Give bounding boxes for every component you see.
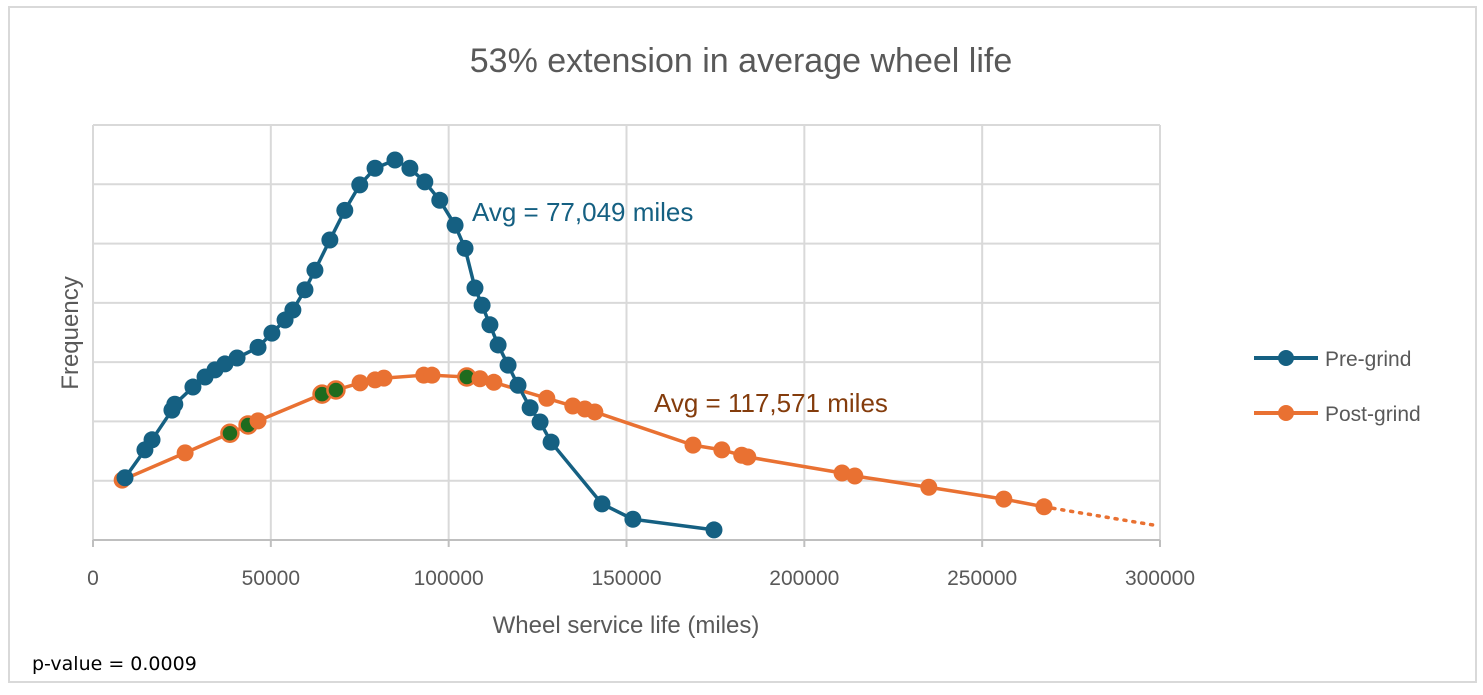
data-point [263,324,281,342]
data-point [542,433,560,451]
series-pre-grind [116,151,723,539]
data-point [489,336,507,354]
data-point [846,467,864,485]
x-tick-label: 100000 [414,567,484,590]
data-point [143,431,161,449]
annotation-pre-grind-avg: Avg = 77,049 miles [472,197,693,227]
trendline-extension-post-grind [1042,505,1160,528]
x-tick-label: 150000 [591,567,661,590]
data-point [184,378,202,396]
legend-item-pre-grind: Pre-grind [1254,348,1411,371]
legend-label-post-grind: Post-grind [1325,403,1421,426]
data-point [624,510,642,528]
data-point [456,239,474,257]
series-line-post-grind [121,373,1045,509]
data-point [705,521,723,539]
data-point [920,478,938,496]
p-value-footnote: p-value = 0.0009 [32,653,197,675]
annotation-post-grind-avg: Avg = 117,571 miles [654,388,888,418]
highlighted-data-point [220,423,240,444]
data-point [296,281,314,299]
data-point [473,296,491,314]
axes [92,125,1161,547]
data-point [166,395,184,413]
x-axis-title: Wheel service life (miles) [493,612,760,639]
data-point [485,373,503,391]
data-point [466,279,484,297]
legend-marker-post-grind [1278,405,1294,421]
data-point [446,216,464,234]
legend-label-pre-grind: Pre-grind [1325,348,1411,371]
legend: Pre-grind Post-grind [1254,348,1421,426]
highlighted-data-point [326,380,346,400]
data-point [249,412,267,430]
data-point [471,370,489,388]
data-point [228,349,246,367]
data-point [176,444,194,462]
data-point [423,366,441,384]
data-point [509,376,527,394]
legend-marker-pre-grind [1278,350,1294,366]
data-point [351,176,369,194]
data-point [401,159,419,177]
x-tick-label: 300000 [1125,567,1195,590]
x-tick-label: 250000 [947,567,1017,590]
data-point [351,374,369,392]
data-point [386,151,404,169]
data-point [499,356,517,374]
data-point [416,173,434,191]
x-tick-label: 200000 [769,567,839,590]
data-point [538,389,556,407]
data-point [586,403,604,421]
data-point [713,441,731,459]
data-point [249,338,267,356]
series-layer [113,151,1160,539]
legend-item-post-grind: Post-grind [1254,403,1421,426]
data-point [521,399,539,417]
data-point [375,369,393,387]
series-post-grind [113,366,1160,528]
x-tick-labels: 0 50000 100000 150000 200000 250000 300000 [87,567,1195,590]
x-tick-label: 0 [87,567,99,590]
chart-title: 53% extension in average wheel life [470,42,1012,80]
data-point [116,469,134,487]
data-point [684,436,702,454]
x-tick-label: 50000 [242,567,300,590]
data-point [531,413,549,431]
data-point [336,201,354,219]
data-point [431,191,449,209]
gridlines [93,124,1161,540]
data-point [833,464,851,482]
data-point [366,159,384,177]
data-point [995,490,1013,508]
data-point [321,231,339,249]
data-point [306,261,324,279]
data-point [481,316,499,334]
data-point [593,495,611,513]
data-point [1035,498,1053,516]
y-axis-title: Frequency [57,276,84,389]
data-point [739,448,757,466]
data-point [284,301,302,319]
